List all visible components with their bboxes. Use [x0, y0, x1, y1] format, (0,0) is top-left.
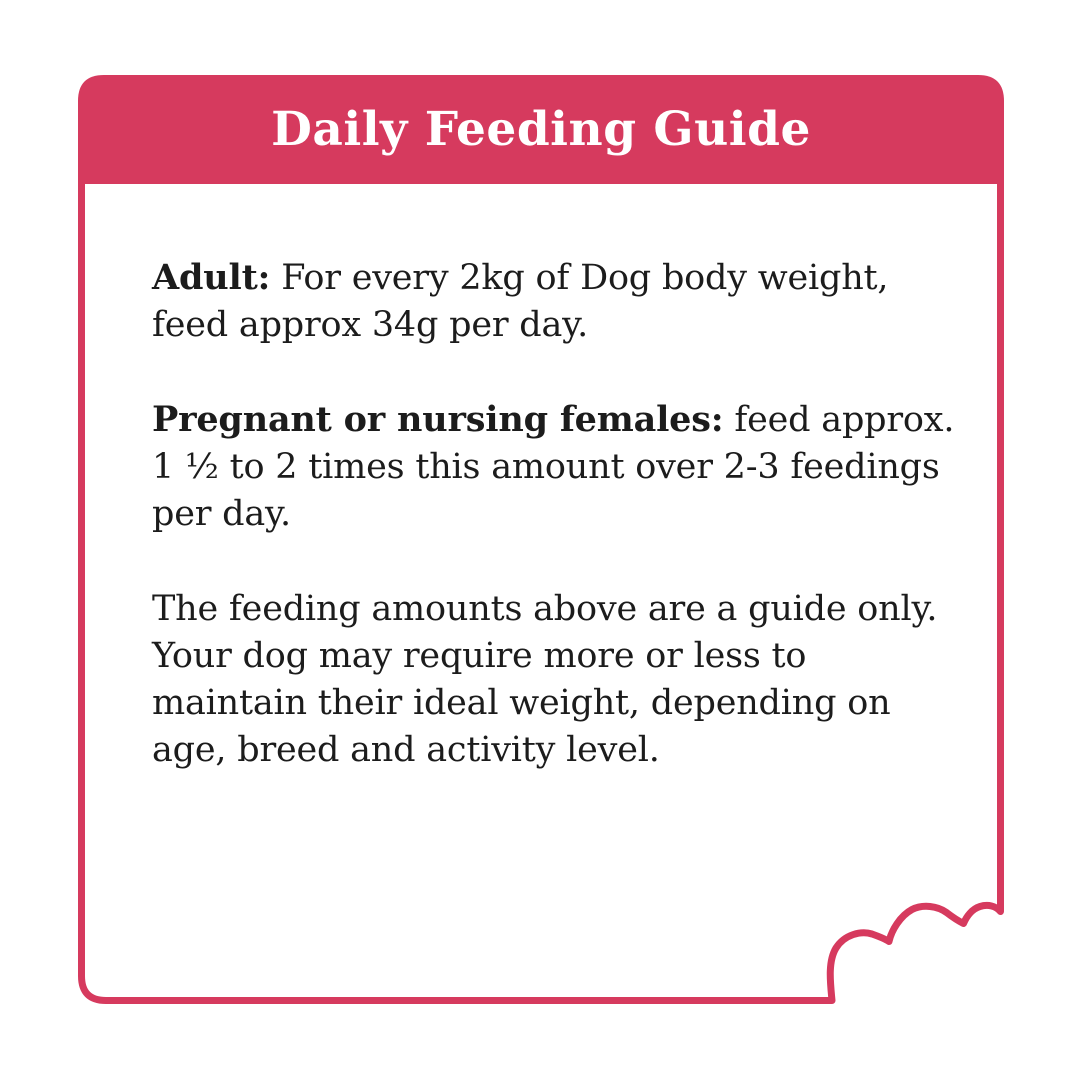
card-title: Daily Feeding Guide — [271, 102, 811, 157]
feeding-guide-text: Adult: For every 2kg of Dog body weight,… — [152, 254, 998, 821]
paragraph-adult-lead: Adult: — [152, 257, 271, 298]
paragraph-pregnant-body: feed approx. 1 ½ to 2 times this amount … — [152, 400, 955, 534]
paragraph-adult-body: For every 2kg of Dog body weight, feed a… — [152, 258, 889, 345]
paragraph-disclaimer: The feeding amounts above are a guide on… — [152, 585, 998, 774]
paragraph-disclaimer-body: The feeding amounts above are a guide on… — [152, 589, 938, 770]
card-header-band — [78, 75, 1004, 184]
paragraph-adult: Adult: For every 2kg of Dog body weight,… — [152, 254, 998, 349]
card-border-with-bite — [78, 184, 1004, 1004]
paragraph-pregnant: Pregnant or nursing females: feed approx… — [152, 396, 998, 538]
paragraph-pregnant-lead: Pregnant or nursing females: — [152, 399, 724, 440]
